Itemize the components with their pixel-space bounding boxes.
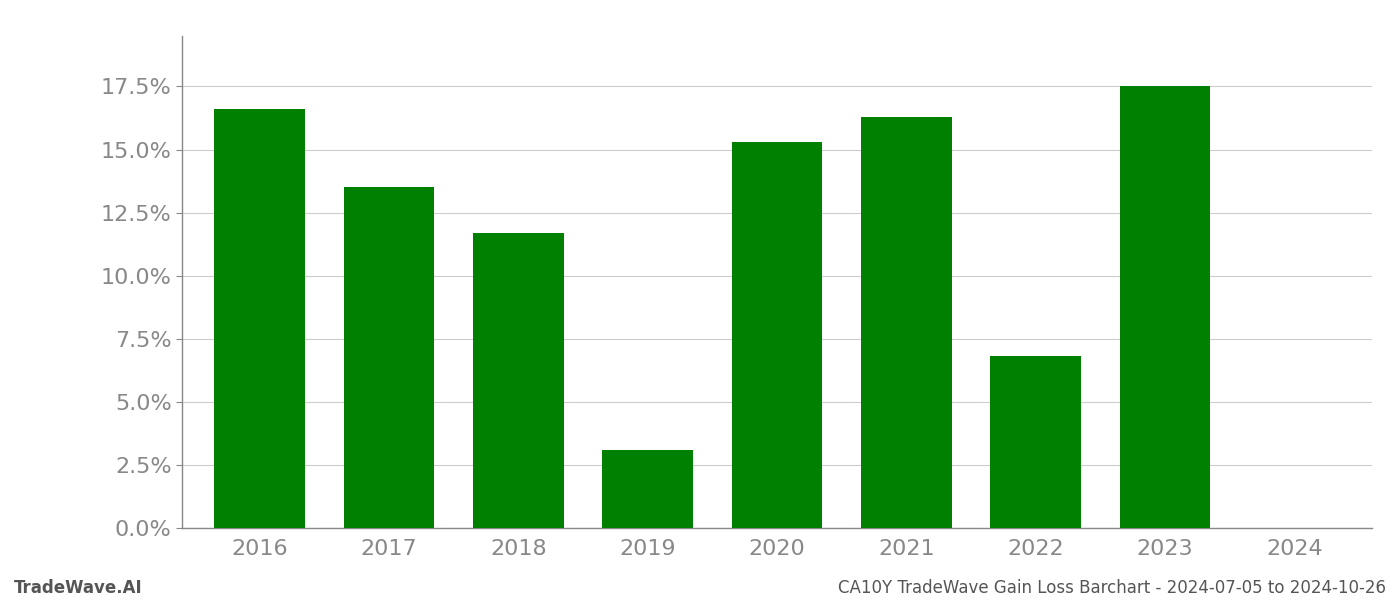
- Bar: [990, 356, 1081, 528]
- Bar: [602, 450, 693, 528]
- Bar: [1120, 86, 1211, 528]
- Bar: [473, 233, 564, 528]
- Text: TradeWave.AI: TradeWave.AI: [14, 579, 143, 597]
- Bar: [343, 187, 434, 528]
- Bar: [861, 117, 952, 528]
- Text: CA10Y TradeWave Gain Loss Barchart - 2024-07-05 to 2024-10-26: CA10Y TradeWave Gain Loss Barchart - 202…: [839, 579, 1386, 597]
- Bar: [214, 109, 305, 528]
- Bar: [732, 142, 822, 528]
